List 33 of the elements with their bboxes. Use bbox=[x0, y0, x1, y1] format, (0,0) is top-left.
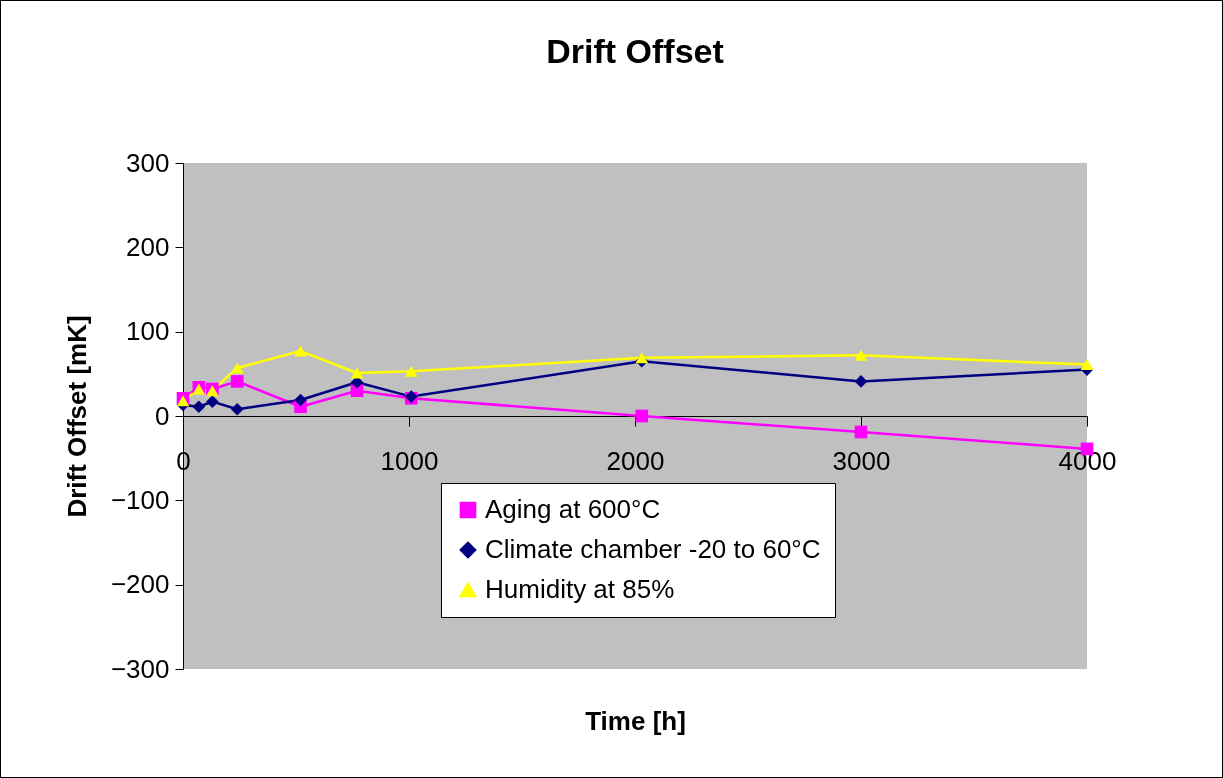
point bbox=[230, 402, 244, 416]
point bbox=[635, 409, 649, 423]
point bbox=[854, 375, 868, 388]
y-tick-label: 0 bbox=[155, 400, 170, 431]
y-tick-label: 300 bbox=[126, 147, 170, 178]
x-tick-label: 3000 bbox=[832, 445, 891, 476]
point bbox=[294, 393, 307, 407]
x-tick-label: 4000 bbox=[1058, 445, 1117, 476]
chart-title: Drift Offset bbox=[546, 32, 724, 70]
y-tick-label: −100 bbox=[110, 484, 170, 515]
legend-label: Aging at 600°C bbox=[485, 494, 661, 524]
point bbox=[404, 365, 418, 377]
point bbox=[230, 375, 244, 388]
point bbox=[854, 349, 868, 361]
point bbox=[206, 395, 219, 408]
point bbox=[854, 425, 868, 439]
y-tick-label: 100 bbox=[126, 316, 170, 347]
x-tick-label: 2000 bbox=[606, 445, 665, 476]
x-tick-label: 1000 bbox=[380, 445, 439, 476]
point bbox=[230, 362, 244, 374]
point bbox=[635, 352, 649, 364]
point bbox=[350, 367, 364, 379]
y-tick-label: −200 bbox=[110, 569, 170, 600]
point bbox=[294, 345, 307, 357]
legend-label: Humidity at 85% bbox=[485, 574, 675, 604]
x-axis-title: Time [h] bbox=[585, 705, 686, 736]
y-axis-title: Drift Offset [mK] bbox=[61, 315, 92, 518]
y-tick-label: −300 bbox=[110, 653, 170, 684]
legend-label: Climate chamber -20 to 60°C bbox=[485, 534, 821, 564]
point bbox=[1080, 359, 1094, 371]
point bbox=[176, 395, 190, 407]
y-tick-label: 200 bbox=[126, 231, 170, 262]
point bbox=[192, 400, 206, 414]
